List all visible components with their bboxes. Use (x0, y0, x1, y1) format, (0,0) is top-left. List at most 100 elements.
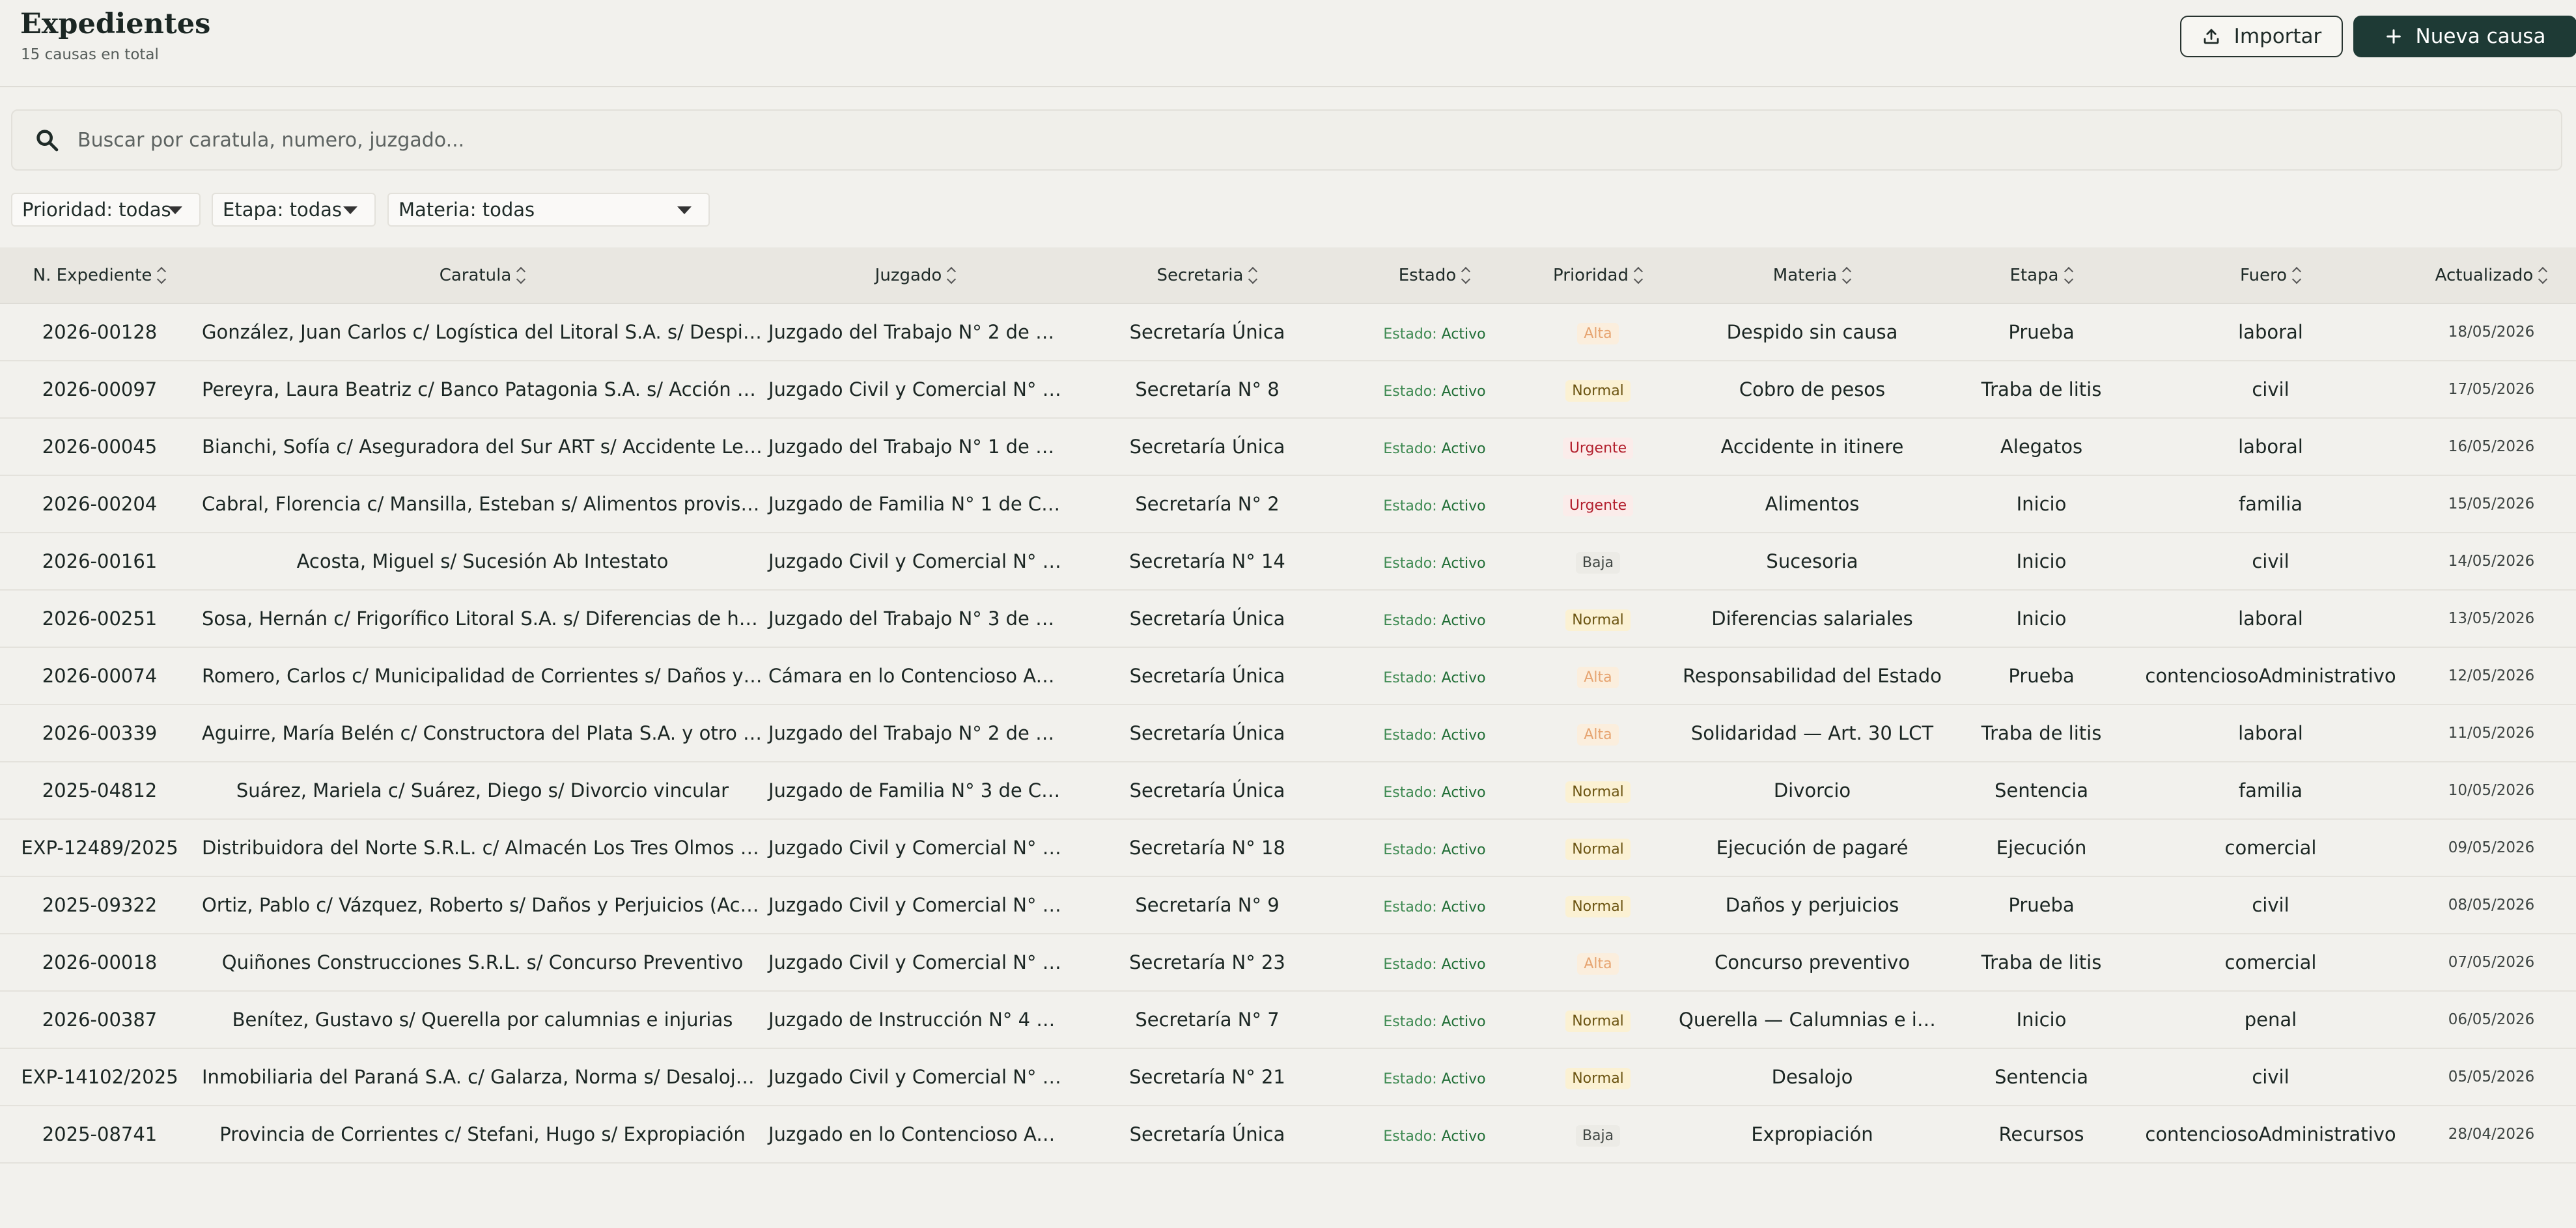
sort-icon[interactable] (1843, 267, 1851, 284)
sort-icon[interactable] (948, 267, 956, 284)
search-input[interactable] (76, 128, 2488, 152)
cell-caratula: Sosa, Hernán c/ Frigorífico Litoral S.A.… (199, 590, 766, 648)
cell-fuero: familia (2135, 762, 2407, 820)
status-badge: Estado: Activo (1383, 555, 1485, 572)
status-prefix: Estado: (1383, 1014, 1437, 1030)
cell-etapa: Inicio (1948, 991, 2135, 1049)
cell-fuero: laboral (2135, 590, 2407, 648)
cell-prioridad: Alta (1520, 303, 1676, 361)
cell-estado: Estado: Activo (1349, 819, 1520, 877)
priority-badge: Normal (1565, 781, 1631, 803)
cell-actualizado: 13/05/2026 (2407, 590, 2576, 648)
cell-numero: 2026-00161 (0, 533, 199, 591)
table-row[interactable]: 2026-00387 Benítez, Gustavo s/ Querella p… (0, 991, 2576, 1049)
cell-numero: 2025-09322 (0, 876, 199, 934)
table-row[interactable]: 2026-00097 Pereyra, Laura Beatriz c/ Banc… (0, 361, 2576, 419)
column-header-juzgado[interactable]: Juzgado (766, 247, 1065, 304)
sort-icon[interactable] (2293, 267, 2301, 284)
page-header: Expedientes 15 causas en total Importar … (0, 0, 2576, 87)
table-row[interactable]: 2026-00045 Bianchi, Sofía c/ Aseguradora … (0, 418, 2576, 476)
sort-icon[interactable] (2065, 267, 2073, 284)
stage-filter[interactable]: Etapa: todas (212, 193, 376, 227)
cell-materia: Despido sin causa (1676, 303, 1948, 361)
cell-estado: Estado: Activo (1349, 418, 1520, 476)
table-row[interactable]: 2026-00204 Cabral, Florencia c/ Mansilla,… (0, 475, 2576, 533)
search-icon (34, 127, 60, 153)
cell-estado: Estado: Activo (1349, 762, 1520, 820)
table-row[interactable]: 2026-00128 González, Juan Carlos c/ Logís… (0, 303, 2576, 361)
sort-icon[interactable] (1635, 267, 1643, 284)
status-value: Activo (1441, 1071, 1486, 1087)
column-header-fuero[interactable]: Fuero (2135, 247, 2407, 304)
cell-numero: EXP-14102/2025 (0, 1048, 199, 1106)
table-row[interactable]: 2026-00018 Quiñones Construcciones S.R.L.… (0, 934, 2576, 992)
chevron-down-icon (343, 206, 357, 214)
sort-icon[interactable] (518, 267, 525, 284)
cell-etapa: Ejecución (1948, 819, 2135, 877)
cell-juzgado: Juzgado de Familia N° 1 de Corrientes (766, 475, 1065, 533)
column-header-prioridad[interactable]: Prioridad (1520, 247, 1676, 304)
cell-etapa: Sentencia (1948, 762, 2135, 820)
sort-icon[interactable] (158, 267, 166, 284)
cell-prioridad: Alta (1520, 647, 1676, 705)
column-header-label: Secretaria (1156, 265, 1244, 285)
priority-badge: Baja (1575, 551, 1621, 574)
column-header-caratula[interactable]: Caratula (199, 247, 766, 304)
priority-badge: Normal (1565, 380, 1631, 402)
priority-badge: Normal (1565, 838, 1631, 860)
column-header-etapa[interactable]: Etapa (1948, 247, 2135, 304)
cell-materia: Solidaridad — Art. 30 LCT (1676, 705, 1948, 762)
table-row[interactable]: 2025-09322 Ortiz, Pablo c/ Vázquez, Rober… (0, 876, 2576, 934)
cell-secretaria: Secretaría Única (1065, 1106, 1349, 1164)
status-badge: Estado: Activo (1383, 899, 1485, 915)
cell-secretaria: Secretaría Única (1065, 590, 1349, 648)
cell-materia: Diferencias salariales (1676, 590, 1948, 648)
cell-secretaria: Secretaría Única (1065, 762, 1349, 820)
new-case-button[interactable]: Nueva causa (2353, 16, 2576, 57)
sort-icon[interactable] (1250, 267, 1257, 284)
cell-actualizado: 09/05/2026 (2407, 819, 2576, 877)
table-row[interactable]: EXP-12489/2025 Distribuidora del Norte S.… (0, 819, 2576, 877)
table-row[interactable]: 2025-04812 Suárez, Mariela c/ Suárez, Die… (0, 762, 2576, 820)
cell-actualizado: 18/05/2026 (2407, 303, 2576, 361)
column-header-actualizado[interactable]: Actualizado (2407, 247, 2576, 304)
cell-materia: Sucesoria (1676, 533, 1948, 591)
table-row[interactable]: 2026-00161 Acosta, Miguel s/ Sucesión Ab … (0, 533, 2576, 591)
column-header-label: Fuero (2239, 265, 2288, 285)
column-header-expediente[interactable]: N. Expediente (0, 247, 199, 304)
subject-filter[interactable]: Materia: todas (387, 193, 710, 227)
column-header-estado[interactable]: Estado (1349, 247, 1520, 304)
table-row[interactable]: 2026-00339 Aguirre, María Belén c/ Constr… (0, 705, 2576, 762)
status-prefix: Estado: (1383, 1071, 1437, 1087)
status-badge: Estado: Activo (1383, 498, 1485, 514)
cell-caratula: Distribuidora del Norte S.R.L. c/ Almacé… (199, 819, 766, 877)
cell-juzgado: Juzgado Civil y Comercial N° 12 de Corri… (766, 934, 1065, 992)
cell-caratula: González, Juan Carlos c/ Logística del L… (199, 303, 766, 361)
cell-actualizado: 10/05/2026 (2407, 762, 2576, 820)
import-button[interactable]: Importar (2180, 16, 2343, 57)
cell-numero: 2026-00251 (0, 590, 199, 648)
cell-numero: 2026-00128 (0, 303, 199, 361)
cell-materia: Querella — Calumnias e injurias (1676, 991, 1948, 1049)
column-header-materia[interactable]: Materia (1676, 247, 1948, 304)
table-row[interactable]: 2026-00074 Romero, Carlos c/ Municipalida… (0, 647, 2576, 705)
sort-icon[interactable] (2540, 267, 2547, 284)
priority-filter[interactable]: Prioridad: todas (11, 193, 201, 227)
status-value: Activo (1441, 326, 1486, 342)
table-row[interactable]: EXP-14102/2025 Inmobiliaria del Paraná S.… (0, 1048, 2576, 1106)
stage-filter-label: Etapa: todas (223, 199, 343, 221)
cell-actualizado: 28/04/2026 (2407, 1106, 2576, 1164)
cell-etapa: Sentencia (1948, 1048, 2135, 1106)
header-row: N. Expediente Caratula Juzgado Secretaria Es… (0, 247, 2576, 304)
cell-fuero: contenciosoAdministrativo (2135, 1106, 2407, 1164)
cell-juzgado: Juzgado Civil y Comercial N° 7 de Corrie… (766, 533, 1065, 591)
table-row[interactable]: 2025-08741 Provincia de Corrientes c/ Ste… (0, 1106, 2576, 1164)
cell-secretaria: Secretaría Única (1065, 303, 1349, 361)
column-header-secretaria[interactable]: Secretaria (1065, 247, 1349, 304)
table-row[interactable]: 2026-00251 Sosa, Hernán c/ Frigorífico Li… (0, 590, 2576, 648)
status-prefix: Estado: (1383, 1128, 1437, 1145)
priority-badge: Alta (1577, 953, 1619, 975)
sort-icon[interactable] (1463, 267, 1470, 284)
status-value: Activo (1441, 1014, 1486, 1030)
cell-juzgado: Juzgado en lo Contencioso Administrativo (766, 1106, 1065, 1164)
